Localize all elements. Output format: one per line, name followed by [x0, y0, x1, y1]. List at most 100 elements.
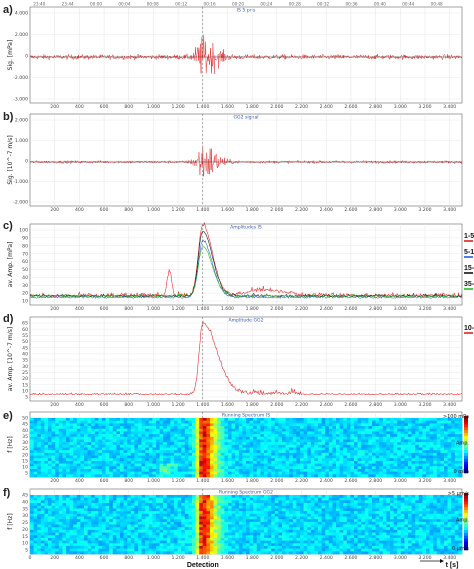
panel-4-heatmap-cell	[105, 418, 110, 421]
panel-4-heatmap-cell	[177, 439, 182, 443]
panel-5-heatmap-cell	[224, 532, 229, 536]
panel-4-heatmap-cell	[138, 450, 142, 454]
panel-4-heatmap-cell	[354, 444, 358, 448]
panel-5-heatmap-cell	[332, 540, 337, 544]
panel-5-heatmap-cell	[278, 537, 283, 541]
panel-1-xtick: 200	[50, 207, 59, 213]
panel-5-heatmap-cell	[271, 516, 276, 520]
panel-4-heatmap-cell	[91, 434, 96, 438]
panel-5-heatmap-cell	[343, 537, 348, 541]
panel-4-heatmap-cell	[170, 474, 175, 478]
panel-4-heatmap-cell	[127, 452, 132, 456]
panel-4-heatmap-cell	[332, 436, 337, 440]
panel-4-heatmap-cell	[408, 418, 412, 421]
panel-4-heatmap-cell	[361, 474, 366, 478]
panel-4-heatmap-cell	[454, 444, 459, 448]
panel-5-heatmap-cell	[159, 537, 164, 541]
panel-4-heatmap-cell	[80, 463, 85, 467]
panel-4-heatmap-cell	[62, 468, 67, 472]
panel-5-heatmap-cell	[325, 521, 330, 525]
panel-4-heatmap-cell	[174, 463, 178, 467]
panel-4-heatmap-cell	[69, 463, 74, 467]
panel-5-heatmap-cell	[256, 516, 261, 520]
panel-3-xtick: 2.600	[344, 402, 357, 408]
panel-4-heatmap-cell	[318, 439, 322, 443]
panel-4-heatmap-cell	[404, 450, 409, 454]
panel-5-heatmap-cell	[138, 516, 142, 520]
panel-5-heatmap-cell	[30, 524, 34, 528]
panel-4-heatmap-cell	[220, 455, 225, 459]
panel-5-heatmap-cell	[166, 543, 171, 547]
panel-4-heatmap-cell	[242, 458, 247, 462]
panel-5-heatmap-cell	[134, 511, 139, 515]
panel-4-heatmap-cell	[361, 439, 366, 443]
panel-5-heatmap-cell	[58, 511, 63, 515]
panel-5-heatmap-cell	[102, 503, 106, 507]
panel-4-heatmap-cell	[199, 471, 204, 475]
panel-4-heatmap-cell	[213, 463, 218, 467]
panel-4-heatmap-cell	[84, 463, 88, 467]
panel-5-heatmap-cell	[148, 516, 153, 520]
panel-5-heatmap-cell	[274, 524, 279, 528]
panel-4-heatmap-cell	[372, 458, 376, 462]
panel-4-heatmap-cell	[51, 420, 56, 424]
panel-4-heatmap-cell	[361, 426, 366, 430]
panel-4-heatmap-cell	[249, 436, 254, 440]
panel-5-heatmap-cell	[199, 543, 204, 547]
panel-4-heatmap-cell	[364, 463, 369, 467]
panel-4-heatmap-cell	[328, 436, 333, 440]
panel-4-heatmap-cell	[436, 426, 441, 430]
panel-4-heatmap-cell	[393, 468, 398, 472]
panel-5-heatmap-cell	[177, 545, 182, 549]
panel-5-heatmap-cell	[33, 540, 38, 544]
panel-4-heatmap-cell	[451, 436, 456, 440]
panel-4-heatmap-cell	[364, 471, 369, 475]
panel-4-heatmap-cell	[364, 436, 369, 440]
panel-4-heatmap-cell	[289, 450, 294, 454]
panel-4-heatmap-cell	[224, 466, 229, 470]
panel-4-heatmap-cell	[328, 426, 333, 430]
panel-4-heatmap-cell	[112, 471, 117, 475]
panel-5-heatmap-cell	[249, 535, 254, 539]
panel-4-heatmap-cell	[30, 463, 34, 467]
panel-5-heatmap-cell	[213, 495, 218, 498]
panel-5-heatmap-cell	[249, 513, 254, 517]
panel-4-heatmap-cell	[451, 450, 456, 454]
panel-4-heatmap-cell	[375, 474, 380, 478]
panel-4-xtick: 600	[100, 478, 109, 484]
panel-4-heatmap-cell	[202, 460, 207, 464]
panel-5-heatmap-cell	[123, 540, 128, 544]
panel-5-heatmap-cell	[260, 537, 265, 541]
panel-4-heatmap-cell	[318, 474, 322, 478]
panel-5-heatmap-cell	[152, 524, 157, 528]
panel-5-heatmap-cell	[159, 551, 164, 555]
panel-5-heatmap-cell	[310, 551, 315, 555]
panel-4-heatmap-cell	[116, 468, 121, 472]
panel-4-heatmap-cell	[84, 420, 88, 424]
panel-5-heatmap-cell	[181, 511, 186, 515]
panel-5-heatmap-cell	[141, 516, 146, 520]
panel-4-heatmap-cell	[166, 436, 171, 440]
panel-5-xtick: 2.400	[320, 555, 333, 561]
panel-4-heatmap-cell	[307, 434, 312, 438]
panel-4-heatmap-cell	[357, 458, 362, 462]
panel-4-heatmap-cell	[87, 452, 92, 456]
panel-4-heatmap-cell	[37, 450, 42, 454]
panel-4-heatmap-cell	[292, 431, 297, 435]
panel-4-heatmap-cell	[303, 452, 308, 456]
panel-4-heatmap-cell	[202, 455, 207, 459]
panel-4-heatmap-cell	[433, 436, 438, 440]
panel-4-heatmap-cell	[238, 426, 243, 430]
panel-4-heatmap-cell	[350, 471, 355, 475]
panel-5-heatmap-cell	[87, 505, 92, 509]
panel-5-heatmap-cell	[30, 527, 34, 531]
panel-4-heatmap-cell	[321, 466, 326, 470]
panel-4-heatmap-cell	[141, 436, 146, 440]
panel-4-heatmap-cell	[336, 439, 340, 443]
panel-4-heatmap-cell	[66, 428, 70, 432]
panel-4-heatmap-cell	[87, 418, 92, 421]
panel-4-heatmap-cell	[48, 439, 52, 443]
panel-4-heatmap-cell	[66, 455, 70, 459]
panel-5-heatmap-cell	[339, 513, 344, 517]
panel-4-heatmap-cell	[152, 450, 157, 454]
